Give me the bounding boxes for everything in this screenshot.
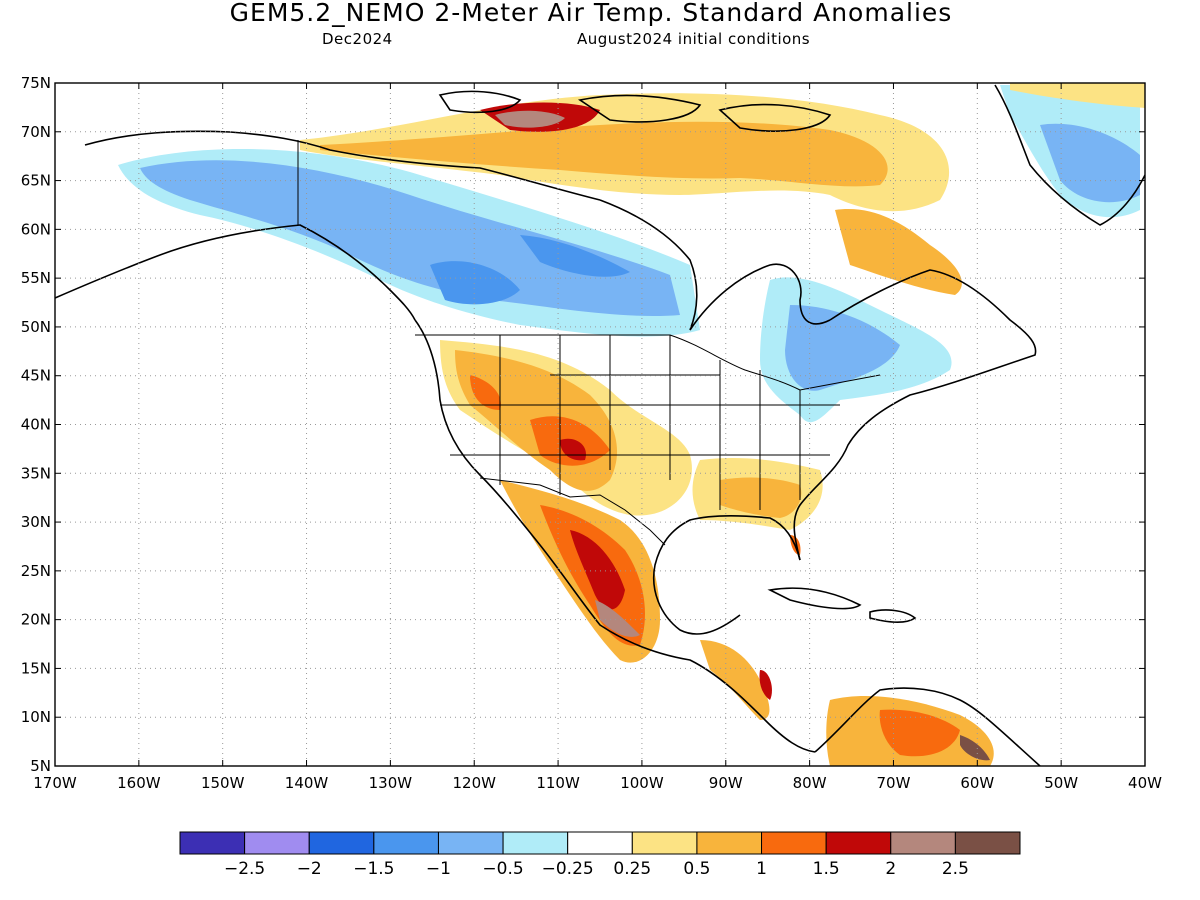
mexico-warm-core	[570, 530, 625, 610]
western-canada-cold-mid	[140, 160, 680, 317]
lat-label: 15N	[21, 659, 51, 677]
colorbar-swatch	[179, 831, 246, 855]
lon-label: 40W	[1128, 774, 1162, 792]
colorbar-swatch	[890, 831, 956, 855]
arctic-island-1	[438, 90, 522, 114]
state-lines	[440, 335, 840, 510]
lon-label: 110W	[536, 774, 580, 792]
cuba-coast	[767, 587, 862, 610]
colorbar-swatch	[825, 831, 892, 855]
greenland-cold-mid	[1040, 123, 1140, 203]
lon-label: 70W	[877, 774, 911, 792]
longitude-labels: 170W 160W 150W 140W 130W 120W 110W 100W 90W 80W 70…	[33, 774, 1162, 792]
lon-label: 170W	[33, 774, 77, 792]
labrador-warm	[835, 209, 962, 295]
lat-label: 5N	[30, 757, 51, 775]
venezuela-warm-brown	[960, 735, 990, 761]
gulf-coast	[653, 515, 801, 635]
alaska-coast	[55, 224, 416, 321]
lon-label: 120W	[452, 774, 496, 792]
us-mexico-border	[479, 477, 666, 546]
greenland-warm	[1010, 83, 1145, 108]
colorbar-label: −2	[297, 859, 322, 879]
lat-label: 55N	[21, 269, 51, 287]
arctic-coast	[84, 130, 601, 201]
axis-ticks	[54, 82, 1146, 767]
lat-label: 65N	[21, 172, 51, 190]
western-canada-cold-core	[430, 261, 520, 305]
lon-label: 60W	[960, 774, 994, 792]
lon-label: 130W	[369, 774, 413, 792]
lon-label: 100W	[620, 774, 664, 792]
colorbar-swatch	[373, 831, 439, 855]
colorbar-swatch	[696, 831, 763, 855]
lon-label: 150W	[201, 774, 245, 792]
init-conditions-label: August2024 initial conditions	[577, 30, 811, 48]
lat-label: 75N	[21, 74, 51, 92]
arctic-warm-orange	[320, 121, 888, 187]
central-america-warm	[700, 640, 770, 720]
colorbar-label: −0.5	[482, 859, 523, 879]
colorbar-label: 1.5	[813, 859, 840, 879]
great-lakes-cold-mid	[785, 305, 900, 391]
lat-label: 70N	[21, 123, 51, 141]
coastline-layer	[55, 84, 1145, 766]
latitude-labels: 75N 70N 65N 60N 55N 50N 45N 40N 35N 30N 25N 20N 15N 1…	[21, 74, 51, 775]
colorbar-swatch	[631, 831, 698, 855]
lon-label: 90W	[709, 774, 743, 792]
colorbar-swatch	[437, 831, 504, 855]
lat-label: 50N	[21, 318, 51, 336]
hispaniola-coast	[869, 609, 917, 623]
lat-label: 40N	[21, 416, 51, 434]
lat-label: 25N	[21, 562, 51, 580]
colorbar-label: −2.5	[224, 859, 265, 879]
venezuela-warm-deep	[879, 709, 960, 757]
colorbar-label: −1	[426, 859, 451, 879]
lon-label: 160W	[117, 774, 161, 792]
lat-label: 45N	[21, 367, 51, 385]
arctic-warm-brown	[495, 110, 565, 128]
colorbar-labels: −2.5 −2 −1.5 −1 −0.5 −0.25 0.25 0.5 1 1.5 2 2.5	[224, 859, 969, 879]
colorbar-label: 0.5	[683, 859, 710, 879]
hudson-bay-coast	[599, 199, 831, 331]
colorbar-swatch	[308, 831, 375, 855]
hudson-cold-core	[520, 235, 630, 277]
lat-label: 30N	[21, 513, 51, 531]
state-borders	[297, 140, 881, 546]
lat-label: 35N	[21, 464, 51, 482]
colorbar-label: 0.25	[613, 859, 651, 879]
lat-label: 20N	[21, 611, 51, 629]
greenland-coast	[994, 84, 1145, 226]
valid-month-label: Dec2024	[322, 30, 393, 48]
colorbar-swatch	[954, 831, 1021, 855]
map-title: GEM5.2_NEMO 2-Meter Air Temp. Standard A…	[229, 0, 953, 27]
pacific-coast	[414, 319, 816, 753]
colorbar-label: −1.5	[353, 859, 394, 879]
lon-label: 80W	[793, 774, 827, 792]
us-canada-border	[415, 334, 881, 391]
colorbar-label: −0.25	[542, 859, 594, 879]
se-us-warm-orange	[720, 477, 802, 518]
lat-label: 10N	[21, 708, 51, 726]
colorbar	[179, 831, 1021, 855]
graticule	[55, 83, 1145, 766]
colorbar-label: 1	[756, 859, 767, 879]
east-coast	[793, 269, 1037, 561]
arctic-island-2	[577, 94, 702, 123]
colorbar-label: 2.5	[942, 859, 969, 879]
colorbar-swatch	[502, 831, 569, 855]
lat-label: 60N	[21, 220, 51, 238]
nicaragua-warm-core	[759, 670, 772, 700]
arctic-island-3	[718, 103, 832, 132]
colorbar-label: 2	[885, 859, 896, 879]
colorbar-swatch	[244, 831, 310, 855]
colorbar-swatch	[761, 831, 827, 855]
lon-label: 140W	[285, 774, 329, 792]
colorbar-swatch	[567, 831, 633, 855]
lon-label: 50W	[1044, 774, 1078, 792]
mexico-warm-brown	[595, 600, 640, 637]
anomaly-fill-layer	[55, 83, 1145, 766]
